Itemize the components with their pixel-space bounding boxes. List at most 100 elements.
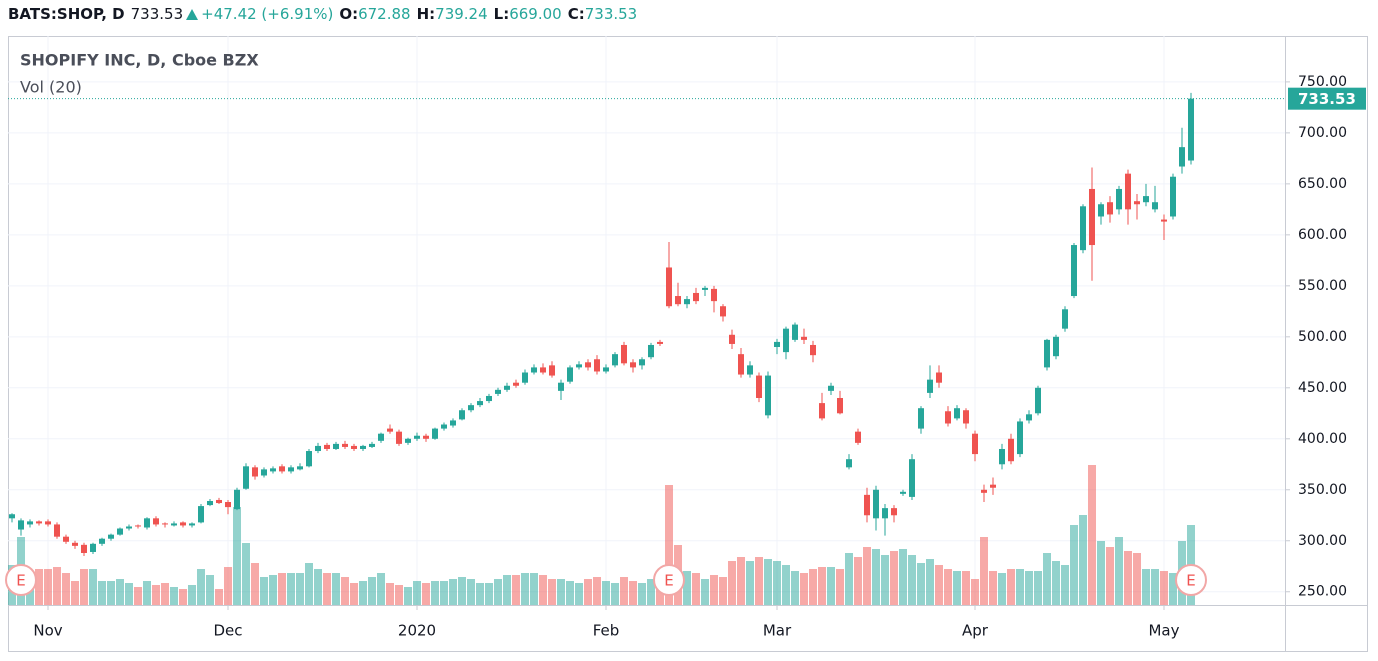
volume-bar <box>962 571 970 605</box>
volume-bar <box>629 581 637 605</box>
volume-bar <box>1106 547 1114 605</box>
candle-body <box>252 467 258 477</box>
volume-bar <box>530 573 538 605</box>
volume-bar <box>395 585 403 605</box>
candle-body <box>954 408 960 419</box>
volume-bar <box>359 581 367 605</box>
candle-body <box>315 445 321 452</box>
volume-bar <box>512 575 520 605</box>
earnings-label: E <box>1186 572 1195 590</box>
volume-bar <box>899 549 907 605</box>
volume-bar <box>611 583 619 605</box>
volume-bar <box>89 569 97 605</box>
volume-bar <box>665 485 673 605</box>
candle-body <box>783 328 789 353</box>
volume-bar <box>692 573 700 605</box>
high-value: 739.24 <box>435 5 488 23</box>
volume-bar <box>305 563 313 605</box>
candle-body <box>945 411 951 424</box>
y-tick-label: 350.00 <box>1298 482 1347 498</box>
volume-bar <box>755 557 763 605</box>
volume-bar <box>368 577 376 605</box>
volume-bar <box>377 573 385 605</box>
candle-body <box>396 431 402 444</box>
candle-body <box>198 506 204 523</box>
earnings-marker <box>653 564 685 596</box>
candle-body <box>27 521 33 525</box>
candle-body <box>216 499 222 504</box>
candle-body <box>54 524 60 537</box>
volume-bar <box>872 549 880 605</box>
volume-bar <box>1043 553 1051 605</box>
candle-body <box>18 520 24 530</box>
candle-body <box>450 420 456 426</box>
volume-bar <box>449 579 457 605</box>
volume-bar <box>1061 565 1069 605</box>
volume-bar <box>800 573 808 605</box>
volume-bar <box>44 569 52 605</box>
volume-bar <box>863 547 871 605</box>
volume-bar <box>845 553 853 605</box>
candle-body <box>513 382 519 386</box>
volume-bar <box>170 587 178 605</box>
candle-body <box>36 521 42 524</box>
candle-body <box>828 385 834 391</box>
candle-body <box>918 408 924 429</box>
candle-body <box>792 324 798 340</box>
volume-bar <box>440 581 448 605</box>
volume-bar <box>989 571 997 605</box>
candle-body <box>423 435 429 439</box>
volume-bar <box>746 561 754 605</box>
candle-body <box>306 451 312 467</box>
high-label: H: <box>416 5 436 23</box>
volume-bar <box>602 581 610 605</box>
volume-bar <box>719 577 727 605</box>
candle-body <box>990 484 996 488</box>
open-label: O: <box>339 5 359 23</box>
volume-bar <box>1115 537 1123 605</box>
volume-bar <box>431 581 439 605</box>
y-tick-label: 650.00 <box>1298 176 1347 192</box>
candle-body <box>882 508 888 519</box>
last-price-label: 733.53 <box>1298 90 1356 108</box>
volume-bar <box>1016 569 1024 605</box>
volume-bar <box>503 575 511 605</box>
candle-body <box>621 344 627 364</box>
candle-body <box>108 534 114 539</box>
candle-body <box>873 489 879 519</box>
volume-bar <box>413 581 421 605</box>
volume-bar <box>62 573 70 605</box>
volume-bar <box>233 507 241 605</box>
candle-body <box>333 443 339 449</box>
volume-bar <box>71 581 79 605</box>
volume-bar <box>404 587 412 605</box>
volume-bar <box>890 551 898 605</box>
candle-body <box>117 528 123 535</box>
volume-bar <box>953 571 961 605</box>
candle-body <box>1080 206 1086 251</box>
y-tick-label: 600.00 <box>1298 227 1347 243</box>
volume-bar <box>881 555 889 605</box>
candle-body <box>774 341 780 348</box>
candle-body <box>729 334 735 344</box>
candle-body <box>801 336 807 340</box>
candle-body <box>1125 173 1131 210</box>
volume-bar <box>494 579 502 605</box>
volume-bar <box>701 579 709 605</box>
candle-body <box>864 494 870 516</box>
volume-bar <box>1151 569 1159 605</box>
x-tick-label: 2020 <box>398 622 436 640</box>
volume-bar <box>116 579 124 605</box>
x-tick-label: Dec <box>213 622 242 640</box>
candle-body <box>981 489 987 493</box>
volume-bar <box>818 567 826 605</box>
volume-bar <box>224 567 232 605</box>
volume-bar <box>782 565 790 605</box>
volume-bar <box>791 571 799 605</box>
volume-bar <box>296 573 304 605</box>
earnings-label: E <box>16 572 25 590</box>
y-tick-label: 500.00 <box>1298 329 1347 345</box>
volume-bar <box>1034 571 1042 605</box>
volume-bar <box>1088 465 1096 605</box>
